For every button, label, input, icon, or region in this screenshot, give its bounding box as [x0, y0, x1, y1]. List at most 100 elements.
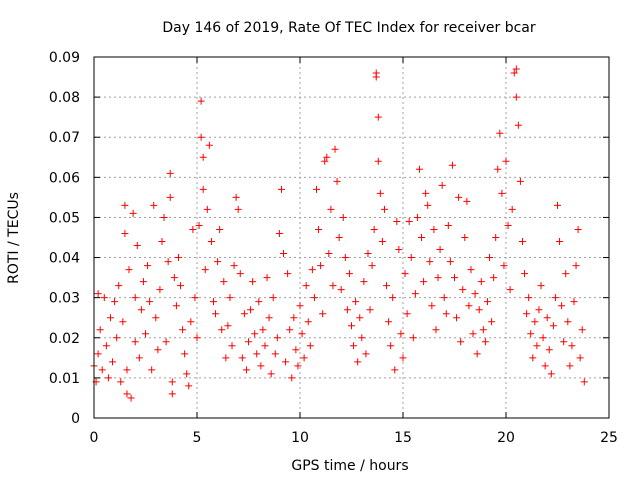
data-point — [399, 354, 407, 362]
data-point — [580, 378, 588, 386]
data-point — [325, 250, 333, 258]
data-point — [457, 338, 465, 346]
data-point — [150, 201, 158, 209]
data-point — [506, 286, 514, 294]
data-point — [222, 354, 230, 362]
data-point — [146, 298, 154, 306]
data-point — [547, 370, 555, 378]
data-point — [251, 330, 259, 338]
data-point — [199, 185, 207, 193]
data-point — [463, 197, 471, 205]
y-tick-label: 0.04 — [49, 251, 80, 267]
data-point — [574, 225, 582, 233]
data-point — [300, 354, 308, 362]
data-point — [446, 258, 454, 266]
data-point — [354, 358, 362, 366]
data-point — [380, 205, 388, 213]
data-point — [391, 366, 399, 374]
data-point — [104, 374, 112, 382]
data-point — [111, 298, 119, 306]
data-point — [230, 262, 238, 270]
data-point — [158, 238, 166, 246]
data-point — [403, 310, 411, 318]
data-point — [109, 358, 117, 366]
data-point — [549, 322, 557, 330]
data-point — [195, 221, 203, 229]
y-tick-label: 0.09 — [49, 50, 80, 66]
data-point — [352, 298, 360, 306]
data-point — [312, 185, 320, 193]
data-point — [123, 390, 131, 398]
data-point — [341, 254, 349, 262]
data-point — [236, 270, 244, 278]
data-point — [94, 350, 102, 358]
data-point — [179, 326, 187, 334]
data-point — [174, 254, 182, 262]
data-point — [374, 157, 382, 165]
data-point — [483, 298, 491, 306]
data-point — [121, 229, 129, 237]
data-point — [177, 282, 185, 290]
data-point — [527, 330, 535, 338]
data-point — [498, 189, 506, 197]
data-point — [558, 302, 566, 310]
data-point — [518, 238, 526, 246]
data-point — [372, 73, 380, 81]
data-point — [531, 318, 539, 326]
x-tick-label: 25 — [600, 430, 618, 446]
data-point — [170, 274, 178, 282]
data-point — [201, 266, 209, 274]
data-point — [413, 213, 421, 221]
data-point — [226, 294, 234, 302]
chart-title: Day 146 of 2019, Rate Of TEC Index for r… — [162, 20, 536, 36]
data-point — [424, 201, 432, 209]
data-point — [411, 290, 419, 298]
data-point — [576, 354, 584, 362]
data-point — [166, 193, 174, 201]
data-point — [512, 65, 520, 73]
data-point — [512, 93, 520, 101]
data-point — [566, 362, 574, 370]
data-point — [329, 282, 337, 290]
data-point — [267, 370, 275, 378]
data-point — [521, 270, 529, 278]
data-point — [308, 266, 316, 274]
data-point — [302, 282, 310, 290]
data-point — [216, 225, 224, 233]
data-point — [185, 382, 193, 390]
data-point — [537, 282, 545, 290]
data-point — [364, 250, 372, 258]
y-axis-title: ROTI / TECUs — [6, 192, 22, 284]
data-point — [378, 238, 386, 246]
data-point — [259, 326, 267, 334]
data-point — [207, 238, 215, 246]
data-point — [98, 366, 106, 374]
data-point — [263, 274, 271, 282]
data-point — [102, 342, 110, 350]
data-point — [117, 378, 125, 386]
data-point — [469, 330, 477, 338]
data-point — [471, 290, 479, 298]
y-tick-label: 0.02 — [49, 331, 80, 347]
x-axis-title: GPS time / hours — [291, 458, 408, 474]
data-point — [360, 278, 368, 286]
data-point — [444, 221, 452, 229]
data-point — [298, 330, 306, 338]
data-point — [306, 342, 314, 350]
data-point — [494, 165, 502, 173]
data-point — [265, 314, 273, 322]
data-point — [389, 294, 397, 302]
data-point — [191, 294, 199, 302]
y-tick-label: 0.05 — [49, 210, 80, 226]
data-point — [115, 282, 123, 290]
data-point — [333, 177, 341, 185]
data-point — [203, 205, 211, 213]
data-point — [269, 294, 277, 302]
data-point — [516, 177, 524, 185]
data-point — [218, 326, 226, 334]
data-point — [193, 334, 201, 342]
data-point — [467, 266, 475, 274]
data-point — [106, 314, 114, 322]
x-tick-label: 20 — [497, 430, 515, 446]
